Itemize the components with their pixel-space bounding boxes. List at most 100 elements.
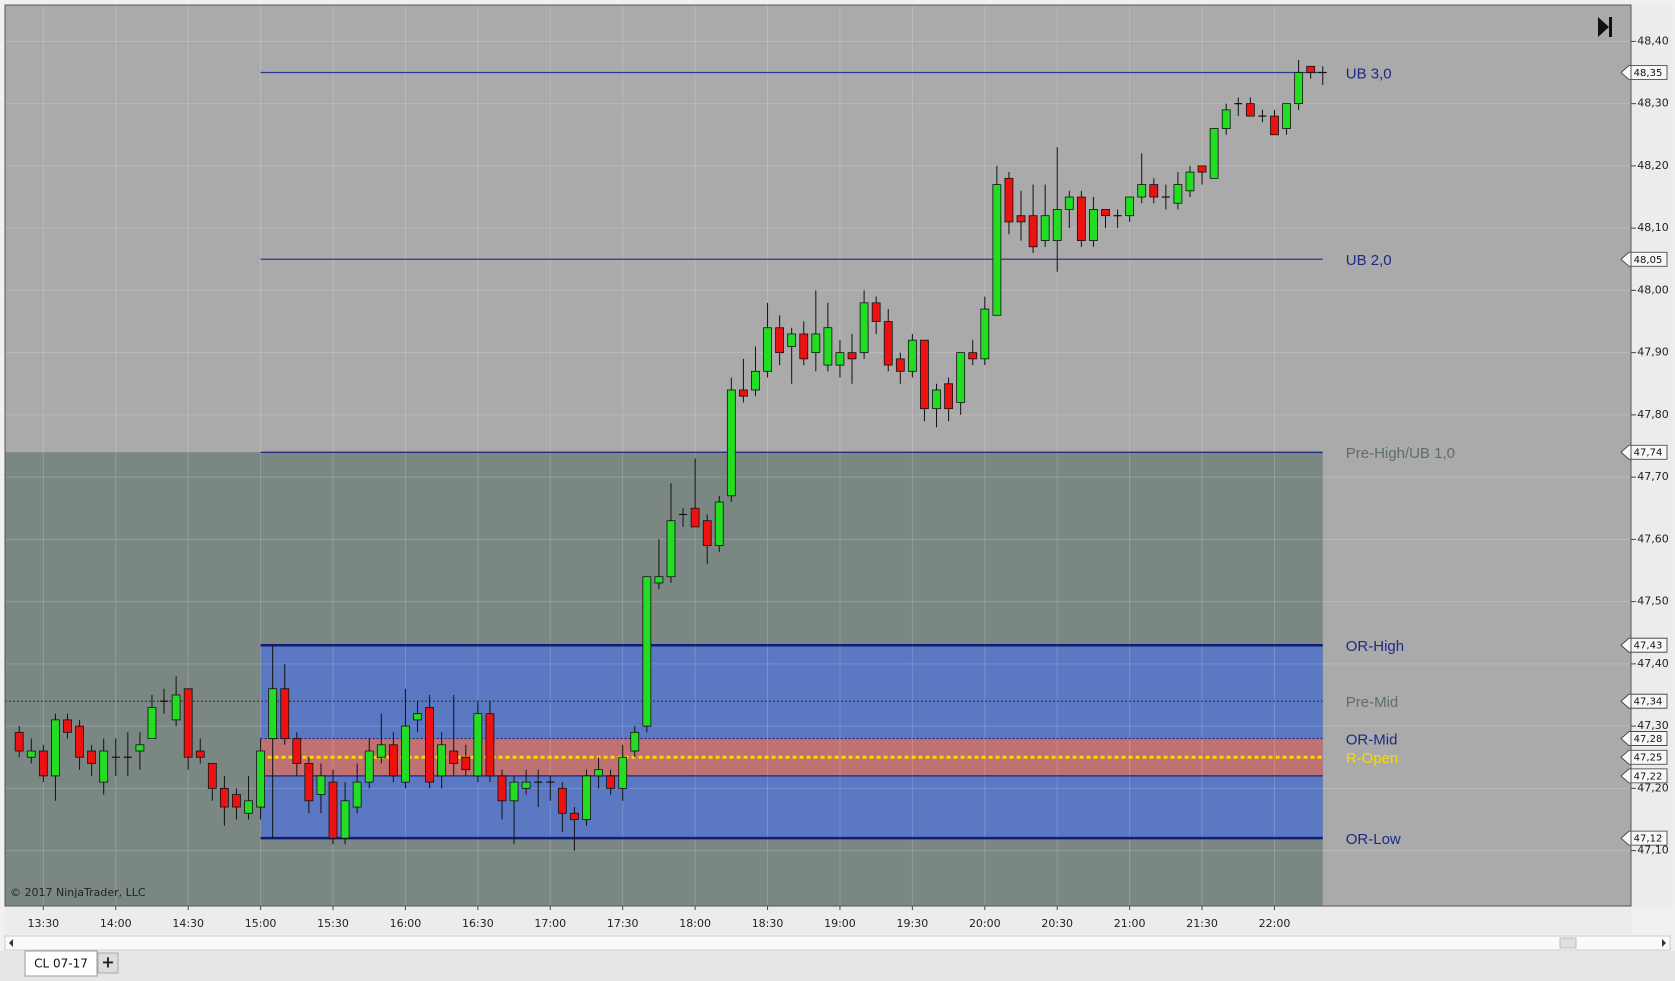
candle-body xyxy=(207,763,217,789)
candle-body xyxy=(751,370,760,391)
candle-body xyxy=(485,713,495,777)
level-label: UB 3,0 xyxy=(1346,65,1392,82)
candle-body xyxy=(847,352,857,360)
candle-body xyxy=(811,333,821,354)
candle-body xyxy=(183,688,193,758)
candle-body xyxy=(340,800,350,839)
candle-body xyxy=(1185,171,1195,192)
candle-body xyxy=(99,750,109,783)
level-label: Pre-Mid xyxy=(1346,694,1399,711)
x-tick-label: 20:30 xyxy=(1041,917,1073,930)
x-tick-label: 16:30 xyxy=(462,917,494,930)
add-tab[interactable]: + xyxy=(97,952,119,974)
add-tab-label[interactable]: + xyxy=(101,953,114,972)
price-flag xyxy=(1620,251,1668,267)
candle-body xyxy=(702,520,712,546)
tab-background xyxy=(24,950,98,977)
scrollbar[interactable] xyxy=(4,935,1671,951)
candle-body xyxy=(219,787,229,808)
candle-body xyxy=(328,781,338,839)
candle-body xyxy=(87,750,97,764)
plot-border xyxy=(4,4,1632,907)
x-tick-label: 15:00 xyxy=(245,917,277,930)
price-flag xyxy=(1620,749,1668,765)
candle-body xyxy=(787,333,797,347)
x-tick-label: 22:00 xyxy=(1259,917,1291,930)
candle-body xyxy=(38,750,48,777)
price-flag xyxy=(1620,731,1668,746)
candle-body xyxy=(956,352,966,403)
candle-body xyxy=(1149,184,1159,198)
x-tick-label: 19:30 xyxy=(897,917,929,930)
candle-body xyxy=(690,507,700,528)
tab[interactable]: CL 07-17 xyxy=(24,950,98,977)
candle-body xyxy=(1245,103,1255,117)
icon-triangle xyxy=(1598,17,1609,37)
candle-body xyxy=(666,520,676,578)
candle-body xyxy=(461,756,471,771)
candle-body xyxy=(835,352,845,366)
candle-body xyxy=(895,358,905,372)
candle-body xyxy=(413,713,422,721)
candle-body xyxy=(944,383,953,410)
price-flag-label: 47,22 xyxy=(1634,771,1663,782)
y-tick-label: 47,70 xyxy=(1637,470,1669,483)
x-tick-label: 14:30 xyxy=(172,917,204,930)
candle-body xyxy=(1089,209,1098,241)
candle-body xyxy=(509,781,519,802)
y-tick-label: 47,90 xyxy=(1637,346,1669,359)
scroll-to-end-button[interactable] xyxy=(1598,17,1612,37)
scroll-left-arrow[interactable] xyxy=(9,939,13,947)
candles-layer xyxy=(14,60,1327,851)
level-label: OR-High xyxy=(1346,638,1404,655)
candle-body xyxy=(304,763,314,802)
candle-body xyxy=(497,775,507,802)
candle-body xyxy=(401,725,410,783)
price-flag-label: 48,35 xyxy=(1634,68,1663,79)
price-flag xyxy=(1620,65,1668,80)
candle-body xyxy=(425,707,434,783)
price-flag-label: 47,43 xyxy=(1634,641,1663,652)
x-tick-label: 18:00 xyxy=(679,917,711,930)
price-flag-label: 47,34 xyxy=(1634,697,1663,708)
candle-body xyxy=(1270,115,1279,136)
y-tick-label: 48,40 xyxy=(1637,34,1669,47)
level-label: OR-Mid xyxy=(1346,732,1398,749)
labels-layer: 47,10 47,20 47,30 47,40 47,50 47,60 47,70 47,80… xyxy=(27,34,1668,930)
tab-label[interactable]: CL 07-17 xyxy=(34,957,88,971)
candle-body xyxy=(823,327,833,366)
scrollbar-thumb[interactable] xyxy=(1559,937,1577,949)
y-tick-label: 47,50 xyxy=(1637,595,1669,608)
candle-body xyxy=(63,719,72,733)
candle-body xyxy=(26,750,36,758)
y-tick-label: 48,30 xyxy=(1637,97,1669,110)
icon-bar xyxy=(1609,17,1612,37)
candle-body xyxy=(1028,215,1038,248)
candle-body xyxy=(280,688,290,739)
y-tick-label: 48,00 xyxy=(1637,283,1669,296)
candle-body xyxy=(642,576,652,727)
candle-body xyxy=(449,750,459,764)
x-tick-label: 13:30 xyxy=(27,917,59,930)
candle-body xyxy=(1064,196,1074,210)
candle-body xyxy=(739,389,748,397)
levels-layer xyxy=(5,71,1323,840)
candle-body xyxy=(521,781,531,789)
candle-body xyxy=(980,308,990,360)
candle-body xyxy=(51,719,60,777)
scroll-right-arrow[interactable] xyxy=(1662,939,1666,947)
level-label: R-Open xyxy=(1346,750,1399,767)
time-axis-background xyxy=(5,906,1631,934)
candle-body xyxy=(920,339,929,410)
y-tick-label: 47,60 xyxy=(1637,532,1669,545)
x-tick-label: 17:30 xyxy=(607,917,639,930)
candle-body xyxy=(726,389,736,497)
candle-body xyxy=(968,352,978,360)
level-label: OR-Low xyxy=(1346,831,1401,848)
candle-body xyxy=(714,501,724,546)
candle-body xyxy=(147,707,157,739)
candle-body xyxy=(1209,128,1219,179)
scrollbar-track xyxy=(4,935,1671,951)
candle-body xyxy=(907,339,917,372)
